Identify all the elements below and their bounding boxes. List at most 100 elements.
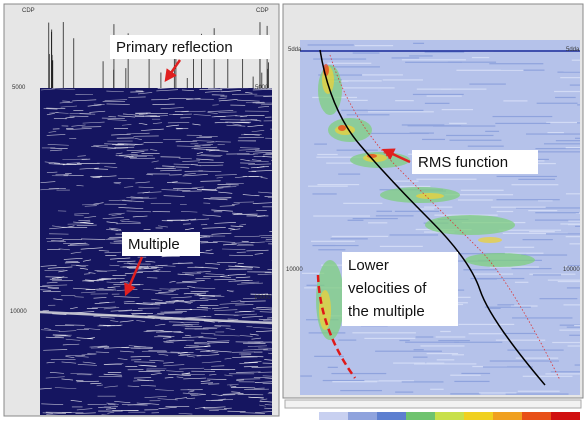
streak — [409, 55, 433, 56]
streak — [375, 351, 442, 352]
colorbar-step — [493, 412, 522, 420]
streak — [328, 367, 338, 368]
streak — [416, 179, 476, 180]
streak — [452, 354, 464, 355]
streak — [450, 140, 502, 141]
streak — [405, 62, 462, 63]
streak — [357, 110, 424, 111]
streak — [521, 254, 567, 255]
streak — [413, 43, 424, 44]
streak — [544, 143, 580, 144]
tick-label: 5dda — [288, 47, 302, 53]
streak — [332, 381, 377, 382]
streak — [526, 133, 588, 134]
streak — [312, 193, 336, 194]
streak — [414, 349, 424, 350]
streak — [472, 273, 513, 274]
streak — [566, 193, 588, 194]
streak — [496, 199, 559, 200]
streak — [528, 210, 557, 211]
streak — [469, 333, 508, 334]
streak — [331, 373, 386, 374]
energy — [425, 215, 515, 235]
colorbar-step — [464, 412, 493, 420]
streak — [395, 211, 439, 212]
streak — [317, 154, 337, 155]
streak — [505, 247, 535, 248]
streak — [430, 389, 444, 390]
streak — [349, 100, 368, 101]
streak — [483, 366, 533, 367]
streak — [424, 207, 452, 208]
streak — [312, 245, 358, 246]
streak — [555, 97, 576, 98]
streak — [318, 249, 345, 250]
streak — [570, 84, 588, 85]
streak — [503, 100, 527, 101]
streak — [535, 212, 579, 213]
streak — [496, 340, 545, 341]
streak — [459, 324, 515, 325]
tick-label: 10000 — [286, 267, 303, 273]
streak — [537, 103, 578, 104]
streak — [427, 95, 462, 96]
streak — [425, 52, 465, 53]
streak — [476, 278, 497, 279]
tick-label: 5dda — [566, 47, 580, 53]
annotation: velocities of — [348, 280, 427, 297]
colorbar-step — [290, 412, 319, 420]
streak — [533, 274, 561, 275]
streak — [490, 308, 501, 309]
streak — [427, 353, 458, 354]
streak — [446, 135, 493, 136]
tick-label: 10000 — [563, 267, 580, 273]
streak — [436, 336, 466, 337]
streak — [327, 63, 371, 64]
energy — [319, 290, 331, 330]
streak — [368, 222, 387, 223]
streak — [497, 176, 557, 177]
annotation: the multiple — [348, 303, 425, 320]
streak — [442, 109, 473, 110]
colorbar-step — [319, 412, 348, 420]
screenshot: CDP CDP 5000 10000 5000 10000 5dda 5dda … — [0, 0, 588, 428]
streak — [472, 57, 489, 58]
streak — [569, 243, 588, 244]
streak — [300, 375, 312, 376]
colorbar-step — [551, 412, 580, 420]
streak — [314, 143, 327, 144]
streak — [567, 287, 587, 288]
streak — [440, 331, 451, 332]
streak — [326, 163, 353, 164]
streak — [485, 131, 499, 132]
streak — [405, 342, 459, 343]
streak — [493, 116, 553, 117]
streak — [371, 133, 429, 134]
streak — [353, 52, 380, 53]
streak — [523, 376, 573, 377]
streak — [566, 147, 588, 148]
streak — [511, 305, 538, 306]
streak — [353, 218, 398, 219]
annotation: RMS function — [418, 154, 508, 171]
streak — [338, 173, 360, 174]
streak — [437, 359, 455, 360]
streak — [572, 60, 588, 61]
streak — [450, 375, 480, 376]
streak — [413, 94, 464, 95]
streak — [347, 114, 390, 115]
streak — [556, 140, 581, 141]
streak — [485, 307, 531, 308]
colorbar-step — [377, 412, 406, 420]
streak — [355, 45, 393, 46]
streak — [391, 181, 419, 182]
energy — [416, 193, 444, 199]
streak — [343, 203, 382, 204]
streak — [395, 100, 414, 101]
scrollbar[interactable] — [285, 400, 581, 408]
streak — [495, 123, 550, 124]
streak — [364, 338, 415, 339]
energy — [478, 237, 502, 243]
tick-label: 10000 — [10, 309, 27, 315]
streak — [449, 123, 467, 124]
